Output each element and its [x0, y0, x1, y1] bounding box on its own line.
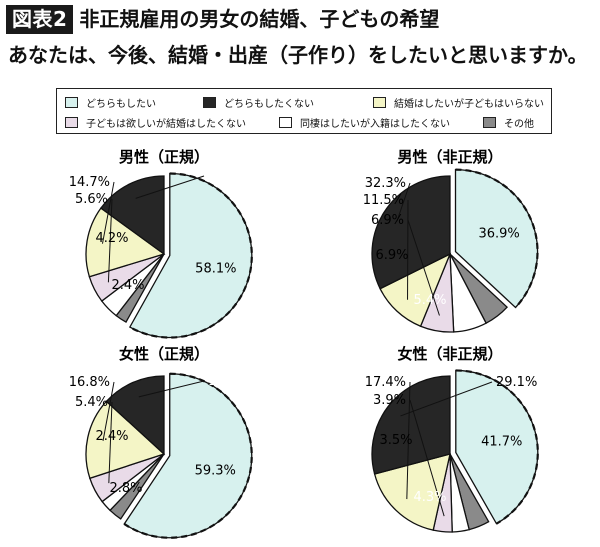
pie-leader-line	[107, 198, 113, 283]
pie-leader-line	[409, 399, 445, 517]
pie-leader-line	[101, 181, 115, 244]
pie-value-label: 15.0%	[208, 169, 249, 184]
figure-header: 図表2 非正規雇用の男女の結婚、子どもの希望	[6, 3, 439, 35]
pie-slice-dashed-arc	[455, 168, 539, 309]
pie-value-label: 59.3%	[195, 464, 236, 479]
pie-slice	[105, 375, 165, 456]
pie-slice	[128, 172, 253, 339]
pie-chart-1: 男性（正規） 58.1% 15.0% 14.7% 5.6% 4.2% 2.4%	[69, 148, 253, 339]
legend-label: その他	[504, 119, 534, 130]
pie-value-label: 17.4%	[365, 375, 406, 390]
pie-slice	[85, 400, 166, 480]
pie-leader-line	[407, 219, 440, 316]
pie-slice	[371, 175, 451, 290]
pie-title: 男性（正規）	[119, 148, 209, 166]
legend-swatch	[203, 97, 216, 108]
pie-leader-line	[102, 381, 115, 441]
legend-label: どちらもしたい	[86, 99, 156, 110]
pie-slice-dashed-arc	[129, 172, 253, 339]
pie-value-label: 41.7%	[481, 434, 522, 449]
legend-swatch	[65, 117, 78, 128]
pie-value-label: 3.9%	[373, 393, 406, 408]
legend-item-cohabit-only: 同棲はしたいが入籍はしたくない	[279, 115, 450, 130]
legend-label: 結婚はしたいが子どもはいらない	[394, 99, 544, 110]
pie-value-label: 5.4%	[75, 395, 108, 410]
legend-item-other: その他	[483, 115, 534, 130]
pie-leader-line	[400, 381, 493, 417]
pie-value-label: 13.2%	[208, 374, 249, 389]
pie-leader-line	[406, 381, 411, 500]
survey-question: あなたは、今後、結婚・出産（子作り）をしたいと思いますか。	[8, 43, 588, 67]
pie-chart-3: 女性（正規） 59.3% 13.2% 16.8% 5.4% 2.4% 2.8%	[69, 345, 253, 539]
legend-item-neither: どちらもしたくない	[203, 95, 314, 110]
pie-value-label: 16.8%	[69, 375, 110, 390]
legend-swatch	[65, 97, 78, 108]
pie-chart-4: 女性（非正規） 41.7% 29.1% 17.4% 3.9% 3.5% 4.3%	[365, 345, 539, 533]
pie-value-label: 5.4%	[413, 293, 446, 308]
pie-value-label: 14.7%	[69, 175, 110, 190]
legend-swatch	[279, 117, 292, 128]
pie-title: 男性（非正規）	[397, 148, 502, 166]
pie-value-label: 11.5%	[363, 193, 404, 208]
pie-slice-dashed-arc	[455, 369, 539, 525]
pie-slice	[99, 175, 165, 256]
pie-slice	[371, 375, 451, 475]
pie-leader-line	[138, 380, 205, 398]
legend-swatch	[483, 117, 496, 128]
pie-value-label: 6.9%	[371, 213, 404, 228]
pie-leader-line	[108, 401, 113, 484]
pie-value-label: 2.4%	[95, 429, 128, 444]
pie-value-label: 32.3%	[365, 176, 406, 191]
legend-swatch	[373, 97, 386, 108]
chart-legend: どちらもしたい どちらもしたくない 結婚はしたいが子どもはいらない 子どもは欲し…	[56, 88, 552, 134]
pie-leader-line	[135, 175, 205, 199]
pie-value-label: 4.3%	[413, 490, 446, 505]
pie-value-label: 6.9%	[375, 248, 408, 263]
legend-label: 子どもは欲しいが結婚はしたくない	[86, 119, 246, 130]
pie-chart-2: 男性（非正規） 36.9% 32.3% 11.5% 6.9% 6.9% 5.4%	[363, 148, 539, 333]
pie-value-label: 2.8%	[109, 481, 142, 496]
pie-value-label: 2.4%	[111, 278, 144, 293]
figure-label-badge: 図表2	[6, 4, 74, 34]
pie-value-label: 5.6%	[75, 192, 108, 207]
legend-item-both-want: どちらもしたい	[65, 95, 156, 110]
figure-title: 非正規雇用の男女の結婚、子どもの希望	[79, 7, 440, 31]
pie-slice-dashed-arc	[123, 372, 253, 539]
legend-label: 同棲はしたいが入籍はしたくない	[300, 119, 450, 130]
pie-leader-line	[396, 182, 411, 222]
pie-value-label: 29.1%	[496, 375, 537, 390]
pie-value-label: 36.9%	[478, 227, 519, 242]
legend-item-children-only: 子どもは欲しいが結婚はしたくない	[65, 115, 246, 130]
pie-value-label: 3.5%	[379, 433, 412, 448]
pie-value-label: 4.2%	[95, 231, 128, 246]
pie-title: 女性（正規）	[119, 345, 209, 363]
pie-value-label: 58.1%	[195, 261, 236, 276]
pie-title: 女性（非正規）	[397, 345, 502, 363]
legend-item-marriage-only: 結婚はしたいが子どもはいらない	[373, 95, 544, 110]
legend-label: どちらもしたくない	[224, 99, 314, 110]
